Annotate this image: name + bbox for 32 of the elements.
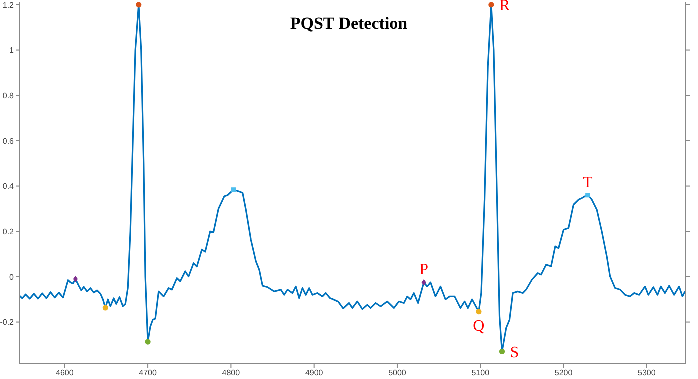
point [499,348,506,355]
x-tick-label: 4900 [305,368,324,378]
y-tick-label: 0.4 [2,182,15,192]
y-tick-label: 0.6 [2,136,15,146]
x-tick-label: 5200 [554,368,574,378]
x-tick-label: 4700 [139,368,158,378]
point [422,279,426,286]
annotation: S [510,344,520,362]
x-tick-label: 5300 [638,368,656,378]
point [136,2,142,8]
y-tick-label: 1 [10,46,15,56]
point [476,309,482,315]
point [145,339,151,345]
annotation: Q [473,318,486,336]
x-tick-label: 4600 [56,368,74,378]
annotation: T [582,174,593,192]
y-tick-label: 0.2 [2,227,15,236]
point [102,305,108,311]
x-tick-label: 5000 [388,368,407,378]
y-tick-label: 1.2 [2,0,15,10]
point [73,276,78,283]
point [586,193,590,198]
annotation: R [499,0,510,15]
annotation: P [420,262,429,279]
y-tick-label: -0.2 [0,318,15,328]
x-tick-label: 5100 [472,368,490,378]
point [488,2,494,8]
y-tick-label: 0 [10,272,15,282]
x-tick-label: 4800 [222,368,241,378]
point [231,188,236,192]
text: PQST Detection [289,14,409,34]
y-tick-label: 0.8 [2,91,15,100]
